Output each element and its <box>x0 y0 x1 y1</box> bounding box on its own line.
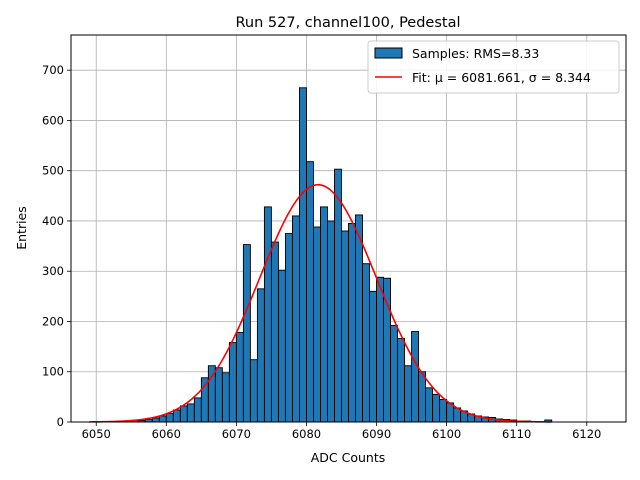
y-tick-label: 200 <box>42 314 64 328</box>
x-tick-label: 6120 <box>572 427 601 441</box>
histogram-bar <box>235 332 244 423</box>
gaussian-fit-curve <box>89 183 552 423</box>
x-axis-label: ADC Counts <box>311 450 386 465</box>
histogram-bar <box>425 387 434 423</box>
x-tick-label: 6050 <box>82 427 111 441</box>
histogram-bar <box>397 338 406 423</box>
x-tick-label: 6070 <box>222 427 251 441</box>
histogram-bar <box>390 325 399 423</box>
histogram-bar <box>214 367 223 423</box>
histogram-bar <box>327 220 335 423</box>
legend-bar-swatch <box>374 47 403 59</box>
y-tick-label: 700 <box>42 63 64 77</box>
histogram-bar <box>418 371 427 423</box>
histogram-bar <box>277 269 286 423</box>
y-tick-label: 300 <box>42 264 64 278</box>
histogram-bar <box>263 206 272 423</box>
histogram-bar <box>186 403 195 423</box>
chart-title: Run 527, channel100, Pedestal <box>235 15 460 31</box>
histogram-bar <box>439 398 448 423</box>
histogram-bar <box>376 276 384 423</box>
histogram-bar <box>151 417 160 423</box>
y-tick-label: 500 <box>42 164 64 178</box>
histogram-bar <box>306 161 314 423</box>
legend-label-fit: Fit: μ = 6081.661, σ = 8.344 <box>412 70 591 85</box>
legend-box <box>367 40 620 94</box>
histogram-bar <box>362 263 370 423</box>
histogram-bar <box>355 214 363 423</box>
plot-frame <box>70 34 627 423</box>
legend: Samples: RMS=8.33 Fit: μ = 6081.661, σ =… <box>367 40 620 94</box>
histogram-bar <box>228 342 237 423</box>
histogram-bars <box>102 87 553 423</box>
y-axis-label: Entries <box>14 206 29 250</box>
histogram-bar <box>270 241 279 423</box>
histogram-bar <box>256 288 265 423</box>
histogram-bar <box>404 365 413 423</box>
histogram-bar <box>320 206 328 423</box>
histogram-bar <box>432 393 441 423</box>
y-axis-ticks: 0 100 200 300 400 500 600 700 <box>42 63 71 429</box>
histogram-bar <box>313 226 321 423</box>
histogram-bar <box>165 413 174 423</box>
x-tick-label: 6100 <box>432 427 461 441</box>
y-tick-label: 600 <box>42 113 64 127</box>
histogram-bar <box>334 168 342 423</box>
histogram-bar <box>411 331 420 423</box>
y-tick-label: 100 <box>42 365 64 379</box>
histogram-bar <box>242 244 251 423</box>
histogram-bar <box>284 233 293 423</box>
histogram-bar <box>158 415 167 423</box>
histogram-bar <box>179 405 188 423</box>
histogram-bar <box>369 290 377 423</box>
y-tick-label: 400 <box>42 214 64 228</box>
histogram-bar <box>249 359 258 423</box>
histogram-bar <box>341 230 349 423</box>
x-tick-label: 6060 <box>152 427 181 441</box>
histogram-bar <box>193 397 202 423</box>
grid-lines <box>71 35 626 423</box>
x-tick-label: 6080 <box>292 427 321 441</box>
histogram-bar <box>291 215 300 423</box>
histogram-bar <box>348 223 356 423</box>
histogram-bar <box>298 87 307 423</box>
histogram-bar <box>221 372 230 423</box>
y-tick-label: 0 <box>57 415 64 429</box>
histogram-bar <box>172 409 181 423</box>
x-axis-ticks: 6050 6060 6070 6080 6090 6100 6110 6120 <box>82 422 601 441</box>
legend-label-samples: Samples: RMS=8.33 <box>412 46 539 61</box>
x-tick-label: 6090 <box>362 427 391 441</box>
x-tick-label: 6110 <box>502 427 531 441</box>
